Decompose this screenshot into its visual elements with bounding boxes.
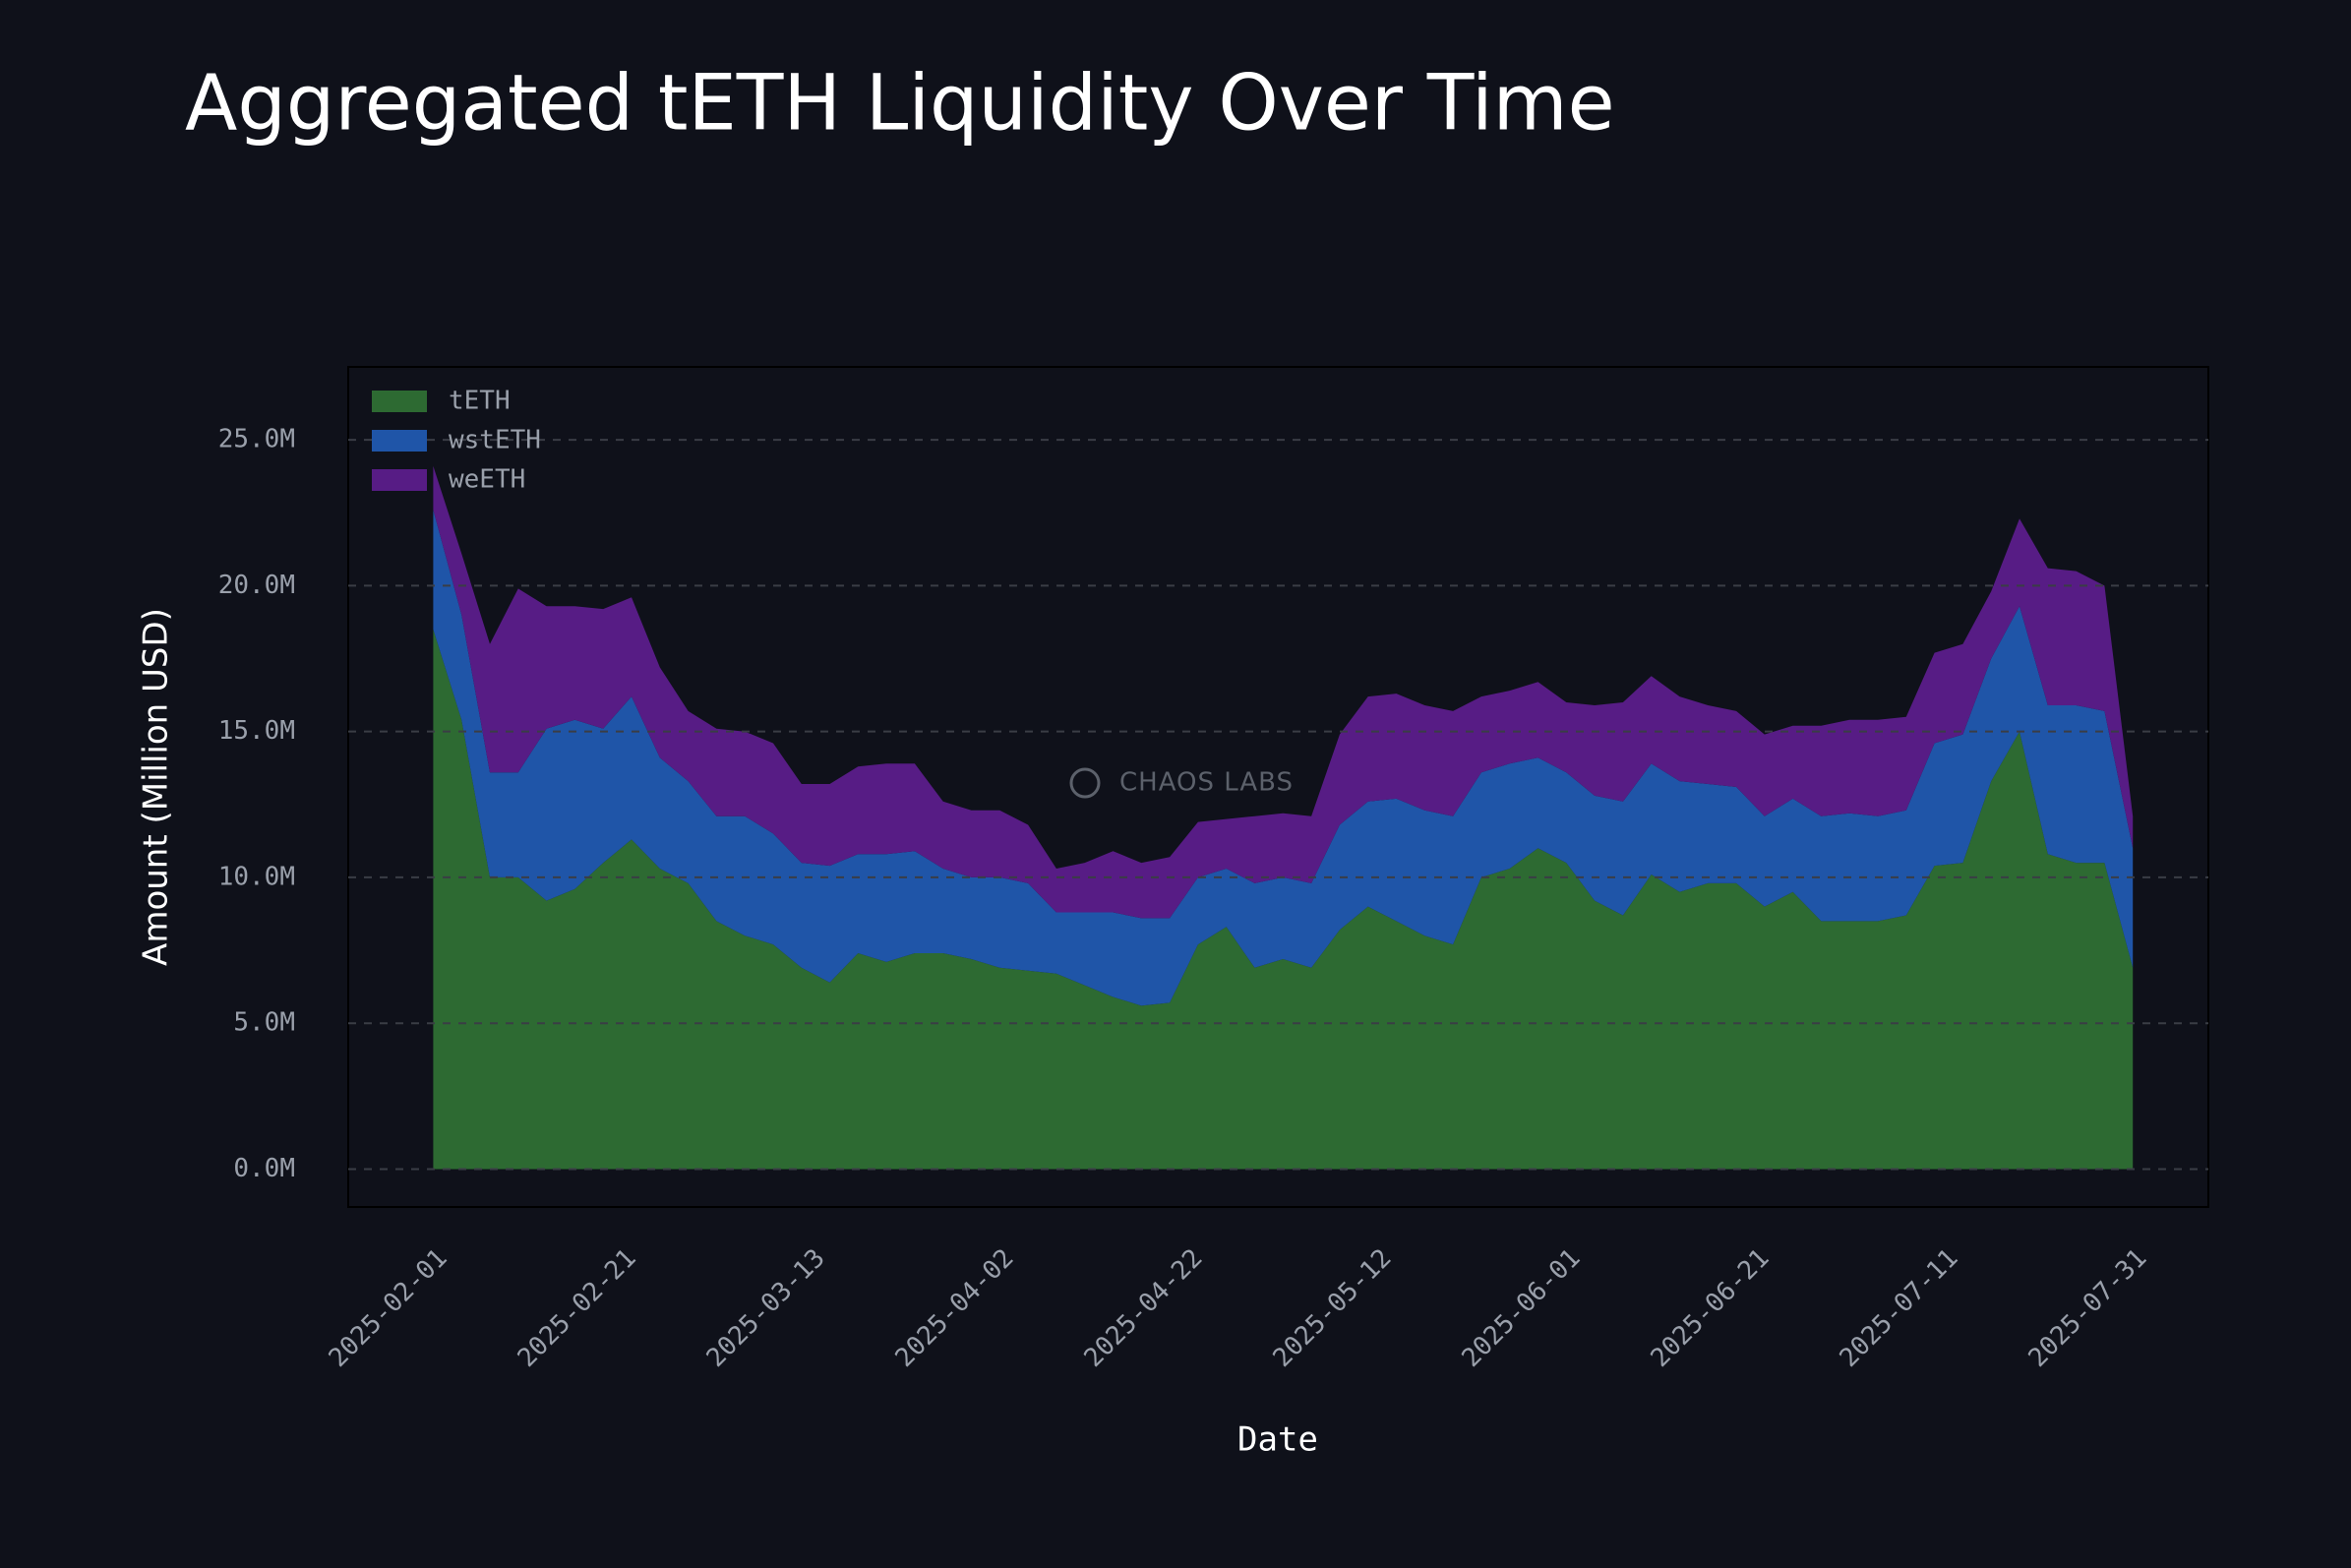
area [433,629,2134,1170]
legend-label: tETH [449,387,511,416]
legend-swatch [372,391,427,412]
y-tick-label: 0.0M [233,1154,295,1183]
chart-title: Aggregated tETH Liquidity Over Time [185,59,1615,148]
area [433,465,2134,919]
y-tick-label: 5.0M [233,1008,295,1038]
y-tick-label: 15.0M [218,716,295,746]
legend-label: wstETH [449,426,541,455]
area [433,510,2134,1006]
y-tick-label: 10.0M [218,862,295,891]
legend-swatch [372,430,427,452]
watermark: CHAOS LABS [1119,768,1294,798]
y-tick-label: 25.0M [218,425,295,454]
legend-label: weETH [449,465,525,495]
y-tick-label: 20.0M [218,571,295,600]
x-axis-label: Date [1237,1420,1318,1460]
y-axis-label: Amount (Million USD) [137,608,176,966]
legend-swatch [372,469,427,491]
watermark-icon [1069,767,1101,799]
